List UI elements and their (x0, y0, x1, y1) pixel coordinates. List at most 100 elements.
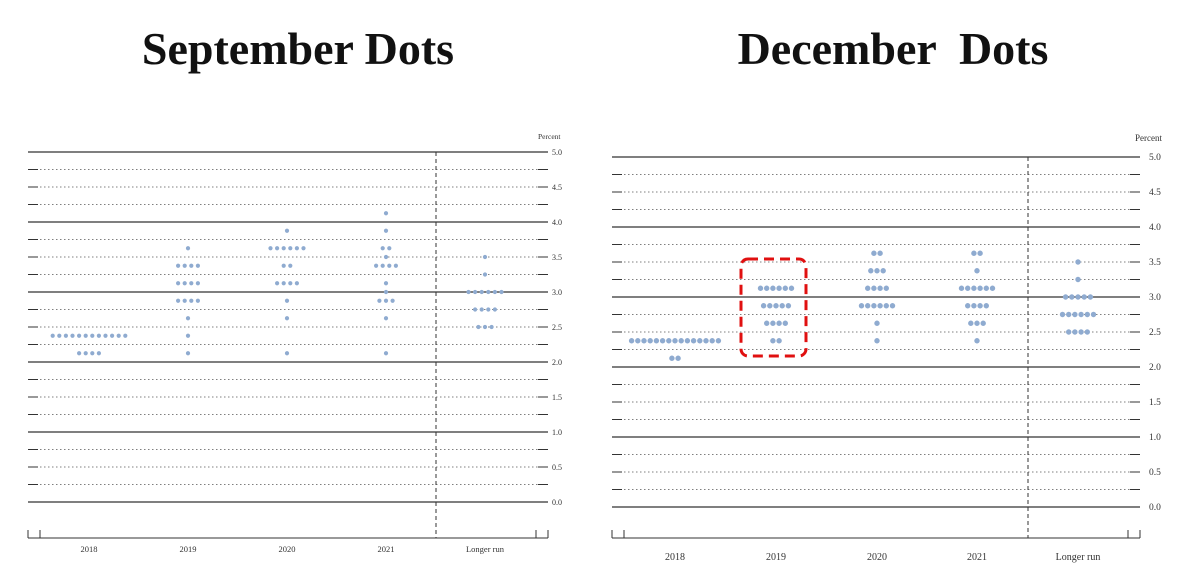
y-tick-label: 2.5 (1149, 328, 1161, 338)
dot (874, 320, 880, 326)
dot (182, 298, 187, 303)
y-tick-label: 1.5 (1149, 398, 1161, 408)
dot (1066, 329, 1072, 335)
dot (380, 263, 385, 268)
dot (965, 285, 971, 291)
y-tick-label: 1.0 (552, 428, 562, 437)
dot (776, 320, 782, 326)
dot (301, 246, 306, 251)
dot (83, 333, 88, 338)
dot (185, 333, 191, 338)
dot (479, 307, 484, 312)
dot (284, 298, 290, 303)
y-tick-label: 2.0 (1149, 363, 1161, 373)
x-tick-label: Longer run (1056, 552, 1101, 563)
y-tick-label: 4.5 (552, 183, 562, 192)
dot (189, 281, 194, 286)
y-tick-label: 1.0 (1149, 433, 1161, 443)
dot (1084, 329, 1091, 335)
x-tick-label: 2019 (766, 552, 786, 563)
chart-0: 0.0 0.5 1.0 1.5 2.0 2.5 3.0 3.5 4.0 4.5 5.0 Percent… (27, 132, 562, 554)
dot (482, 272, 488, 277)
dot (1087, 294, 1094, 300)
dot (387, 246, 392, 251)
dot (96, 333, 101, 338)
y-axis-label: Percent (538, 132, 561, 141)
dot (70, 333, 75, 338)
dot (770, 338, 776, 344)
dot (1081, 294, 1087, 300)
dot (486, 307, 491, 312)
y-tick-label: 4.5 (1149, 188, 1161, 198)
dot (659, 338, 666, 344)
dot (195, 281, 200, 286)
dot (1059, 311, 1066, 318)
dot (865, 285, 871, 291)
y-tick-label: 0.5 (1149, 468, 1161, 478)
dot (281, 246, 286, 251)
dot (669, 355, 675, 361)
dot (782, 285, 788, 291)
dot (288, 263, 293, 268)
dot (284, 228, 290, 233)
dot (189, 263, 194, 268)
dot (486, 289, 491, 295)
dot (1075, 259, 1081, 265)
dot (989, 285, 996, 291)
dot (883, 303, 889, 309)
dot (785, 303, 792, 309)
dot (760, 303, 767, 309)
dot (971, 303, 977, 309)
dot (492, 307, 497, 312)
dot (281, 281, 286, 286)
dot (294, 246, 299, 251)
x-tick-label: 2018 (665, 552, 685, 563)
dot (1069, 294, 1075, 300)
dot (476, 324, 481, 330)
dot (63, 333, 68, 338)
dot (628, 338, 635, 344)
dot (50, 333, 55, 338)
y-tick-label: 5.0 (1149, 153, 1161, 163)
x-tick-label: 2019 (180, 544, 197, 554)
dot (374, 263, 379, 268)
y-tick-label: 3.5 (1149, 258, 1161, 268)
y-tick-label: 3.0 (552, 288, 562, 297)
dot (672, 338, 678, 344)
dot (971, 285, 977, 291)
dot (377, 298, 382, 303)
dot (185, 351, 191, 356)
dot (103, 333, 108, 338)
dot (788, 285, 795, 291)
dot (684, 338, 691, 344)
y-tick-label: 3.0 (1149, 293, 1161, 303)
y-tick-label: 4.0 (552, 218, 562, 227)
dot (195, 263, 200, 268)
dot (865, 303, 871, 309)
dot (1078, 311, 1084, 318)
dot (383, 316, 389, 321)
dot (383, 211, 389, 216)
dot (958, 285, 965, 291)
dot (773, 303, 779, 309)
dot (974, 320, 980, 326)
dot (983, 285, 989, 291)
dot (123, 333, 128, 338)
dot (275, 246, 280, 251)
dot (1075, 276, 1081, 283)
dot (383, 254, 389, 260)
y-tick-label: 0.0 (552, 498, 562, 507)
dot (110, 333, 115, 338)
dot (1072, 311, 1078, 318)
dot (1075, 294, 1081, 300)
dot (974, 268, 980, 274)
dot (284, 351, 290, 356)
dot (757, 285, 764, 291)
dot (383, 289, 389, 295)
y-tick-label: 2.5 (552, 323, 562, 332)
dot (116, 333, 121, 338)
chart-1: 0.0 0.5 1.0 1.5 2.0 2.5 3.0 3.5 4.0 4.5 5.0 Percent… (611, 133, 1162, 563)
dot (288, 281, 293, 286)
dot (965, 303, 971, 309)
